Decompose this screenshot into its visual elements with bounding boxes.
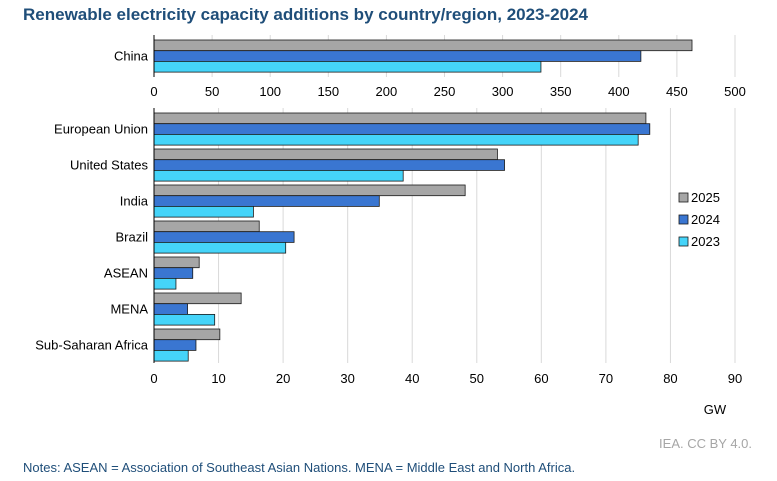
legend-swatch	[678, 214, 689, 225]
x-axis-label: GW	[704, 402, 727, 417]
x-tick-label: 0	[150, 84, 157, 99]
x-tick-label: 10	[211, 371, 225, 386]
chart-title: Renewable electricity capacity additions…	[23, 5, 588, 24]
x-tick-label: 40	[405, 371, 419, 386]
legend-label: 2025	[691, 190, 720, 205]
bar-2024-brazil	[153, 231, 295, 243]
bar-2024-european-union	[153, 123, 651, 135]
legend: 2025 2024 2023	[678, 190, 720, 249]
bar-2023-brazil	[153, 241, 287, 254]
bar-2023-mena	[153, 313, 216, 326]
x-tick-label: 450	[666, 84, 688, 99]
bar-2024-india	[153, 195, 380, 207]
bar-2024-mena	[153, 303, 188, 315]
x-tick-label: 400	[608, 84, 630, 99]
bar-2024-united-states	[153, 159, 505, 171]
category-label: China	[114, 49, 149, 64]
x-tick-label: 70	[599, 371, 613, 386]
x-tick-label: 250	[434, 84, 456, 99]
legend-label: 2023	[691, 234, 720, 249]
category-label: European Union	[54, 122, 148, 137]
x-tick-label: 60	[534, 371, 548, 386]
bar-2025-united-states	[153, 148, 498, 161]
x-tick-label: 30	[340, 371, 354, 386]
x-tick-label: 500	[724, 84, 746, 99]
x-tick-label: 150	[317, 84, 339, 99]
x-tick-label: 90	[728, 371, 742, 386]
x-tick-label: 0	[150, 371, 157, 386]
x-tick-label: 300	[492, 84, 514, 99]
category-label: Brazil	[115, 230, 148, 245]
category-label: ASEAN	[104, 266, 148, 281]
bar-2025-european-union	[153, 112, 647, 125]
category-label: Sub-Saharan Africa	[35, 338, 149, 353]
bar-2025-asean	[153, 256, 200, 269]
bar-2025-china	[153, 39, 693, 52]
bar-2023-asean	[153, 277, 177, 290]
notes: Notes: ASEAN = Association of Southeast …	[23, 460, 576, 475]
bar-2023-india	[153, 205, 254, 218]
bar-2025-brazil	[153, 220, 260, 233]
bar-2024-sub-saharan-africa	[153, 339, 197, 351]
bar-2023-china	[153, 61, 542, 73]
x-tick-label: 80	[663, 371, 677, 386]
x-tick-label: 200	[376, 84, 398, 99]
category-label: MENA	[110, 302, 148, 317]
china-panel: China 0 50 100 150 200 250 300 350 400 450 500	[114, 35, 746, 99]
regions-panel: European Union United States India Brazil AS…	[35, 108, 742, 386]
x-tick-label: 50	[470, 371, 484, 386]
bar-2025-mena	[153, 292, 242, 305]
category-label: India	[120, 194, 149, 209]
legend-swatch	[678, 192, 689, 203]
bar-2023-european-union	[153, 133, 639, 146]
bar-2023-sub-saharan-africa	[153, 349, 189, 362]
x-tick-label: 100	[259, 84, 281, 99]
legend-swatch	[678, 236, 689, 247]
bar-2025-india	[153, 184, 466, 197]
bar-2024-china	[153, 50, 642, 62]
legend-label: 2024	[691, 212, 720, 227]
x-tick-label: 20	[276, 371, 290, 386]
x-tick-label: 50	[205, 84, 219, 99]
bar-2023-united-states	[153, 169, 404, 182]
credit: IEA. CC BY 4.0.	[659, 436, 752, 451]
bar-2025-sub-saharan-africa	[153, 328, 221, 341]
category-label: United States	[70, 158, 149, 173]
x-tick-label: 350	[550, 84, 572, 99]
bar-2024-asean	[153, 267, 194, 279]
